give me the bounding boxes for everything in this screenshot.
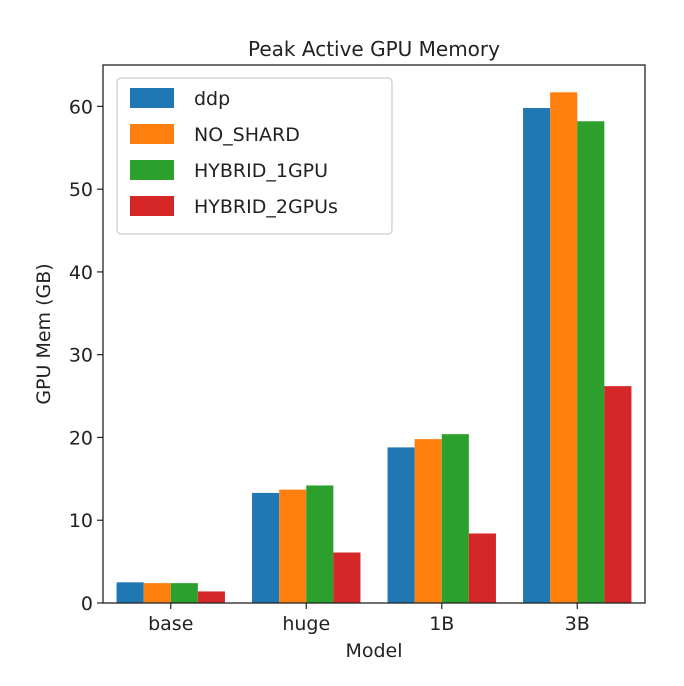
y-axis: 0 10 20 30 40 50 60 (69, 96, 103, 615)
x-tick-label: huge (282, 613, 330, 635)
bar-hybrid-2gpus-huge (333, 552, 361, 603)
x-axis: base huge 1B 3B (148, 603, 590, 635)
y-tick-label: 40 (69, 262, 93, 284)
legend-label: NO_SHARD (194, 124, 300, 146)
bar-no-shard-3b (550, 92, 578, 603)
legend-swatch (130, 196, 174, 216)
legend-label: HYBRID_1GPU (194, 160, 328, 182)
bar-hybrid-1gpu-huge (306, 485, 334, 603)
bar-ddp-3b (523, 108, 551, 603)
x-tick-label: 1B (429, 613, 454, 635)
bar-hybrid-2gpus-base (197, 591, 225, 603)
bar-ddp-base (116, 582, 144, 603)
legend-swatch (130, 88, 174, 108)
y-tick-label: 60 (69, 96, 93, 118)
legend-swatch (130, 160, 174, 180)
bar-no-shard-1b (414, 439, 442, 603)
x-tick-label: 3B (565, 613, 590, 635)
legend: ddp NO_SHARD HYBRID_1GPU HYBRID_2GPUs (116, 77, 393, 235)
bar-ddp-1b (387, 447, 415, 603)
y-tick-label: 30 (69, 345, 93, 367)
chart-title: Peak Active GPU Memory (248, 37, 500, 61)
legend-frame (116, 77, 393, 235)
y-axis-title: GPU Mem (GB) (33, 263, 55, 404)
bars-group (116, 92, 632, 603)
bar-hybrid-1gpu-3b (577, 121, 605, 603)
bar-hybrid-2gpus-3b (604, 386, 632, 603)
x-axis-title: Model (345, 640, 402, 662)
y-tick-label: 10 (69, 510, 93, 532)
y-tick-label: 0 (81, 593, 93, 615)
bar-hybrid-1gpu-1b (441, 434, 469, 603)
y-tick-label: 20 (69, 427, 93, 449)
bar-no-shard-base (143, 583, 171, 603)
bar-hybrid-1gpu-base (170, 583, 198, 603)
bar-ddp-huge (252, 492, 280, 603)
legend-label: HYBRID_2GPUs (194, 196, 338, 218)
bar-no-shard-huge (279, 489, 307, 603)
legend-label: ddp (194, 88, 230, 110)
plot-frame (102, 64, 646, 604)
x-tick-label: base (148, 613, 193, 635)
legend-swatch (130, 124, 174, 144)
bar-hybrid-2gpus-1b (468, 533, 496, 603)
y-tick-label: 50 (69, 179, 93, 201)
